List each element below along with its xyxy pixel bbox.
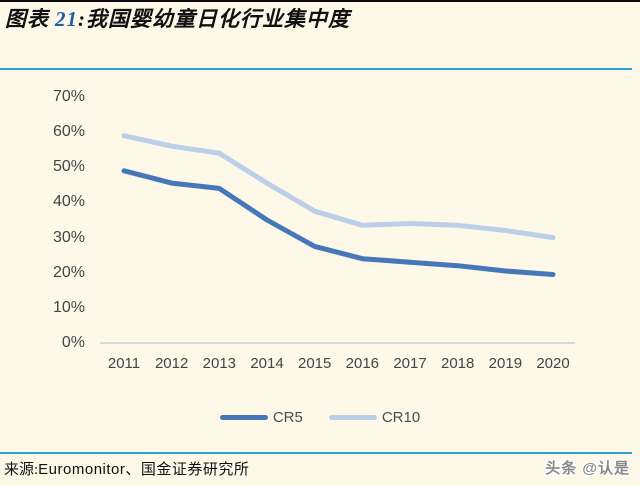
y-tick-label: 70% — [52, 88, 85, 105]
y-tick-label: 0% — [61, 334, 85, 351]
x-tick-label: 2017 — [393, 355, 427, 372]
figure-number: 21 — [55, 7, 78, 31]
x-tick-label: 2015 — [297, 355, 332, 372]
source-note: 来源:Euromonitor、国金证券研究所 — [4, 458, 249, 479]
y-tick-label: 20% — [52, 263, 85, 281]
y-tick-label: 40% — [52, 193, 85, 211]
figure-title-prefix: 图表 — [5, 7, 49, 31]
figure-title-colon: : — [78, 7, 86, 31]
x-tick-label: 2013 — [202, 355, 237, 372]
legend-item-cr5: CR5 — [219, 408, 303, 426]
x-tick-label: 2019 — [488, 355, 523, 372]
top-border-rule — [0, 0, 640, 2]
series-line-cr5 — [121, 168, 556, 277]
title-accent-rule — [0, 68, 632, 70]
footer-accent-rule — [0, 452, 632, 454]
x-tick-label: 2012 — [154, 355, 189, 372]
x-tick-label: 2018 — [441, 355, 475, 372]
watermark-text: 头条 @认是 — [545, 460, 630, 477]
line-chart: 70% 60% 50% 40% 30% 20% 10% 0% 2011 2012 2013 2014… — [0, 70, 640, 410]
x-tick-label: 2020 — [536, 355, 570, 372]
y-tick-label: 30% — [52, 228, 85, 246]
source-label: 来源: — [4, 462, 39, 478]
chart-legend: CR5 CR10 — [0, 405, 640, 429]
y-tick-label: 50% — [52, 158, 85, 176]
series-line-cr10 — [121, 133, 556, 241]
x-tick-label: 2014 — [250, 355, 284, 372]
figure-title: 图表 21:我国婴幼童日化行业集中度 — [5, 3, 635, 33]
legend-label-cr5: CR5 — [272, 408, 303, 426]
figure-title-text: 我国婴幼童日化行业集中度 — [86, 7, 350, 31]
legend-swatch-cr10 — [328, 414, 377, 420]
source-text: Euromonitor、国金证券研究所 — [38, 461, 250, 478]
y-tick-label: 10% — [52, 298, 85, 316]
y-tick-label: 60% — [52, 123, 85, 141]
legend-label-cr10: CR10 — [381, 408, 421, 426]
legend-item-cr10: CR10 — [328, 408, 421, 426]
x-tick-label: 2011 — [107, 355, 141, 372]
x-tick-label: 2016 — [345, 355, 380, 372]
legend-swatch-cr5 — [219, 414, 268, 420]
